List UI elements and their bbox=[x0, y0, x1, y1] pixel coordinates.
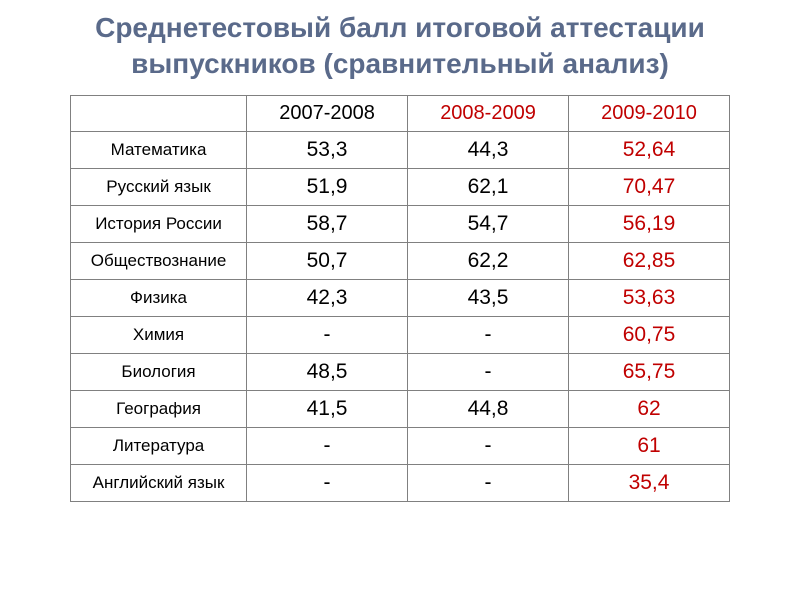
value-cell-highlight: 62,85 bbox=[569, 242, 730, 279]
table-row: Математика 53,3 44,3 52,64 bbox=[71, 131, 730, 168]
value-cell-highlight: 60,75 bbox=[569, 316, 730, 353]
table-row: Литература - - 61 bbox=[71, 427, 730, 464]
table-header-row: 2007-2008 2008-2009 2009-2010 bbox=[71, 95, 730, 131]
header-year-1: 2007-2008 bbox=[247, 95, 408, 131]
value-cell: 50,7 bbox=[247, 242, 408, 279]
value-cell: 62,2 bbox=[408, 242, 569, 279]
value-cell: 62,1 bbox=[408, 168, 569, 205]
value-cell-highlight: 35,4 bbox=[569, 464, 730, 501]
subject-label: Английский язык bbox=[71, 464, 247, 501]
value-cell: - bbox=[408, 316, 569, 353]
table-row: Русский язык 51,9 62,1 70,47 bbox=[71, 168, 730, 205]
value-cell: - bbox=[408, 427, 569, 464]
subject-label: География bbox=[71, 390, 247, 427]
value-cell-highlight: 56,19 bbox=[569, 205, 730, 242]
table-row: Химия - - 60,75 bbox=[71, 316, 730, 353]
value-cell: 51,9 bbox=[247, 168, 408, 205]
value-cell: 44,3 bbox=[408, 131, 569, 168]
subject-label: Математика bbox=[71, 131, 247, 168]
table-row: Английский язык - - 35,4 bbox=[71, 464, 730, 501]
table-row: География 41,5 44,8 62 bbox=[71, 390, 730, 427]
subject-label: Обществознание bbox=[71, 242, 247, 279]
value-cell: 54,7 bbox=[408, 205, 569, 242]
value-cell: 43,5 bbox=[408, 279, 569, 316]
header-subject bbox=[71, 95, 247, 131]
value-cell: 41,5 bbox=[247, 390, 408, 427]
subject-label: Химия bbox=[71, 316, 247, 353]
value-cell: 53,3 bbox=[247, 131, 408, 168]
value-cell: - bbox=[247, 427, 408, 464]
table-row: Обществознание 50,7 62,2 62,85 bbox=[71, 242, 730, 279]
value-cell: - bbox=[408, 464, 569, 501]
value-cell: - bbox=[247, 316, 408, 353]
header-year-2: 2008-2009 bbox=[408, 95, 569, 131]
page-title: Среднетестовый балл итоговой аттестации … bbox=[30, 10, 770, 83]
value-cell-highlight: 52,64 bbox=[569, 131, 730, 168]
value-cell-highlight: 53,63 bbox=[569, 279, 730, 316]
value-cell-highlight: 62 bbox=[569, 390, 730, 427]
subject-label: Биология bbox=[71, 353, 247, 390]
header-year-3: 2009-2010 bbox=[569, 95, 730, 131]
scores-table: 2007-2008 2008-2009 2009-2010 Математика… bbox=[70, 95, 730, 502]
table-row: История России 58,7 54,7 56,19 bbox=[71, 205, 730, 242]
value-cell: - bbox=[408, 353, 569, 390]
table-row: Биология 48,5 - 65,75 bbox=[71, 353, 730, 390]
table-row: Физика 42,3 43,5 53,63 bbox=[71, 279, 730, 316]
value-cell: 42,3 bbox=[247, 279, 408, 316]
subject-label: Русский язык bbox=[71, 168, 247, 205]
value-cell: 58,7 bbox=[247, 205, 408, 242]
value-cell-highlight: 65,75 bbox=[569, 353, 730, 390]
subject-label: История России bbox=[71, 205, 247, 242]
value-cell-highlight: 61 bbox=[569, 427, 730, 464]
subject-label: Физика bbox=[71, 279, 247, 316]
value-cell: 48,5 bbox=[247, 353, 408, 390]
value-cell: - bbox=[247, 464, 408, 501]
subject-label: Литература bbox=[71, 427, 247, 464]
value-cell-highlight: 70,47 bbox=[569, 168, 730, 205]
value-cell: 44,8 bbox=[408, 390, 569, 427]
table-body: Математика 53,3 44,3 52,64 Русский язык … bbox=[71, 131, 730, 501]
